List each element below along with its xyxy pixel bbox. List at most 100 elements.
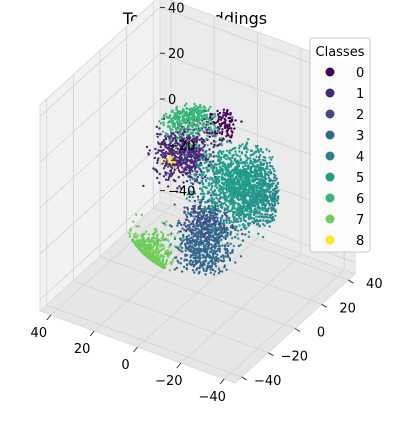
data-point xyxy=(195,247,198,250)
data-point xyxy=(181,250,184,253)
data-point xyxy=(202,122,206,125)
data-point xyxy=(268,225,271,228)
data-point xyxy=(184,225,188,228)
data-point xyxy=(223,211,226,214)
data-point xyxy=(234,226,238,229)
data-point xyxy=(206,229,209,232)
data-point xyxy=(182,160,185,163)
data-point xyxy=(155,125,159,128)
data-point xyxy=(134,243,138,246)
data-point xyxy=(262,192,265,196)
data-point xyxy=(196,195,200,198)
data-point xyxy=(219,239,222,242)
data-point xyxy=(199,213,202,217)
data-point xyxy=(257,203,260,207)
data-point xyxy=(159,239,162,243)
data-point xyxy=(182,125,186,128)
data-point xyxy=(274,214,277,217)
data-point xyxy=(259,154,262,157)
data-point xyxy=(193,173,196,176)
data-point xyxy=(256,222,260,226)
data-point xyxy=(225,219,228,222)
data-point xyxy=(206,160,209,163)
data-point xyxy=(166,165,170,168)
data-point xyxy=(253,184,256,187)
legend-label-2: 2 xyxy=(356,108,364,123)
data-point xyxy=(191,122,194,125)
data-point xyxy=(205,186,208,190)
data-point xyxy=(183,158,186,161)
data-point xyxy=(257,151,261,154)
data-point xyxy=(177,117,180,120)
data-point xyxy=(153,251,157,254)
data-point xyxy=(135,213,138,216)
data-point xyxy=(265,195,268,198)
data-point xyxy=(203,161,206,164)
data-point xyxy=(240,197,243,200)
data-point xyxy=(215,244,218,248)
data-point xyxy=(196,176,199,180)
data-point xyxy=(243,224,246,227)
data-point xyxy=(209,224,213,227)
data-point xyxy=(211,190,214,194)
data-point xyxy=(261,208,264,212)
data-point xyxy=(231,248,234,252)
data-point xyxy=(206,121,209,125)
data-point xyxy=(185,156,188,160)
series-class-8 xyxy=(160,148,179,172)
data-point xyxy=(221,172,225,175)
data-point xyxy=(210,264,214,267)
data-point xyxy=(256,144,259,148)
data-point xyxy=(267,176,271,179)
data-point xyxy=(198,201,201,204)
data-point xyxy=(245,143,248,146)
data-point xyxy=(200,147,203,150)
data-point xyxy=(197,272,201,275)
data-point xyxy=(158,133,161,136)
data-point xyxy=(271,165,274,168)
data-point xyxy=(196,240,199,243)
data-point xyxy=(214,214,218,218)
data-point xyxy=(259,187,262,190)
data-point xyxy=(183,140,187,144)
data-point xyxy=(210,129,213,132)
data-point xyxy=(168,125,171,128)
data-point xyxy=(200,224,203,227)
data-point xyxy=(198,109,202,112)
data-point xyxy=(257,174,260,178)
data-point xyxy=(249,154,252,157)
data-point xyxy=(269,172,273,175)
data-point xyxy=(259,147,263,151)
data-point xyxy=(212,167,215,170)
data-point xyxy=(191,195,195,199)
data-point xyxy=(164,146,167,149)
data-point xyxy=(196,227,200,231)
data-point xyxy=(214,270,217,273)
data-point xyxy=(193,218,196,221)
data-point xyxy=(261,176,264,179)
data-point xyxy=(155,235,159,239)
data-point xyxy=(254,212,257,215)
data-point xyxy=(250,217,254,220)
data-point xyxy=(185,213,188,216)
data-point xyxy=(210,238,213,241)
data-point xyxy=(276,195,280,198)
data-point xyxy=(155,253,158,256)
data-point xyxy=(223,126,227,130)
data-point xyxy=(241,239,245,242)
data-point xyxy=(197,244,201,247)
data-point xyxy=(189,214,193,217)
data-point xyxy=(201,190,204,193)
data-point xyxy=(154,152,158,155)
data-point xyxy=(228,259,232,262)
data-point xyxy=(176,165,180,169)
data-point xyxy=(169,233,172,236)
data-point xyxy=(176,187,179,190)
data-point xyxy=(177,176,180,179)
data-point xyxy=(238,161,241,164)
data-point xyxy=(218,111,222,115)
data-point xyxy=(162,116,165,119)
x-tick-label: 40 xyxy=(31,326,48,341)
data-point xyxy=(226,233,229,236)
